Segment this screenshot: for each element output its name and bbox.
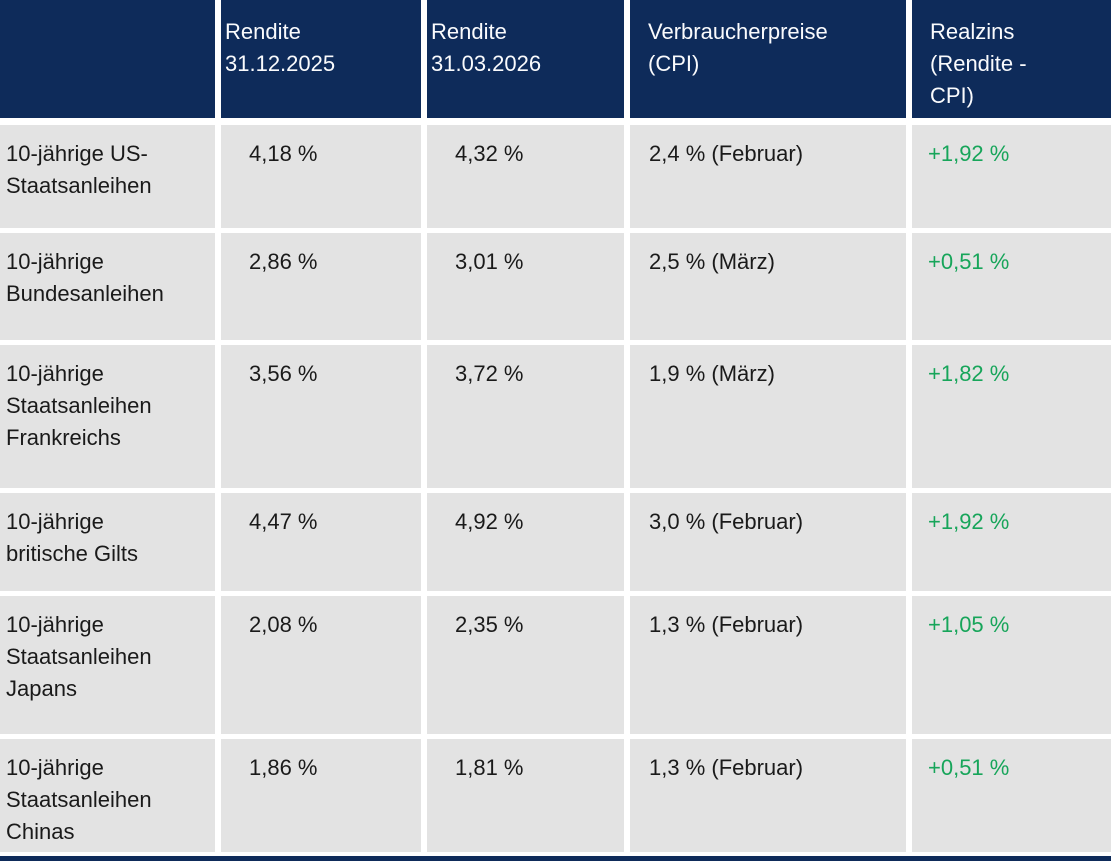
rendite-mrz-value: 4,92 % bbox=[427, 493, 624, 591]
header-cell-realzins: Realzins (Rendite - CPI) bbox=[912, 0, 1111, 118]
cpi-value: 2,4 % (Februar) bbox=[630, 125, 906, 228]
row-label: 10-jährige Staatsanleihen Frankreichs bbox=[0, 345, 215, 488]
row-label: 10-jährige Staatsanleihen Chinas bbox=[0, 739, 215, 852]
cpi-value: 1,3 % (Februar) bbox=[630, 739, 906, 852]
realzins-value: +1,92 % bbox=[912, 125, 1111, 228]
header-cell-cpi: Verbraucherpreise (CPI) bbox=[630, 0, 906, 118]
rendite-dez-value: 2,08 % bbox=[221, 596, 421, 734]
rendite-dez-value: 3,56 % bbox=[221, 345, 421, 488]
row-label: 10-jährige Staatsanleihen Japans bbox=[0, 596, 215, 734]
cpi-value: 3,0 % (Februar) bbox=[630, 493, 906, 591]
table-row-frankreich: 10-jährige Staatsanleihen Frankreichs 3,… bbox=[0, 345, 1111, 488]
rendite-dez-value: 1,86 % bbox=[221, 739, 421, 852]
realzins-value: +1,82 % bbox=[912, 345, 1111, 488]
table-row-gilts: 10-jährige britische Gilts 4,47 % 4,92 %… bbox=[0, 493, 1111, 591]
realzins-value: +0,51 % bbox=[912, 739, 1111, 852]
rendite-mrz-value: 2,35 % bbox=[427, 596, 624, 734]
table-row-us: 10-jährige US- Staatsanleihen 4,18 % 4,3… bbox=[0, 125, 1111, 228]
rendite-mrz-value: 1,81 % bbox=[427, 739, 624, 852]
next-section-top-edge bbox=[0, 856, 1111, 861]
rendite-dez-value: 2,86 % bbox=[221, 233, 421, 340]
rendite-mrz-value: 3,01 % bbox=[427, 233, 624, 340]
table-row-bund: 10-jährige Bundesanleihen 2,86 % 3,01 % … bbox=[0, 233, 1111, 340]
realzins-value: +1,05 % bbox=[912, 596, 1111, 734]
table-row-china: 10-jährige Staatsanleihen Chinas 1,86 % … bbox=[0, 739, 1111, 852]
header-cell-rendite-dez: Rendite 31.12.2025 bbox=[221, 0, 421, 118]
header-cell-empty bbox=[0, 0, 215, 118]
row-label: 10-jährige britische Gilts bbox=[0, 493, 215, 591]
rendite-mrz-value: 4,32 % bbox=[427, 125, 624, 228]
row-label: 10-jährige Bundesanleihen bbox=[0, 233, 215, 340]
cpi-value: 2,5 % (März) bbox=[630, 233, 906, 340]
row-label: 10-jährige US- Staatsanleihen bbox=[0, 125, 215, 228]
rendite-mrz-value: 3,72 % bbox=[427, 345, 624, 488]
header-cell-rendite-mrz: Rendite 31.03.2026 bbox=[427, 0, 624, 118]
rendite-dez-value: 4,47 % bbox=[221, 493, 421, 591]
rendite-dez-value: 4,18 % bbox=[221, 125, 421, 228]
realzins-value: +0,51 % bbox=[912, 233, 1111, 340]
table-row-japan: 10-jährige Staatsanleihen Japans 2,08 % … bbox=[0, 596, 1111, 734]
cpi-value: 1,9 % (März) bbox=[630, 345, 906, 488]
table-header-row: Rendite 31.12.2025 Rendite 31.03.2026 Ve… bbox=[0, 0, 1111, 118]
cpi-value: 1,3 % (Februar) bbox=[630, 596, 906, 734]
realzins-value: +1,92 % bbox=[912, 493, 1111, 591]
